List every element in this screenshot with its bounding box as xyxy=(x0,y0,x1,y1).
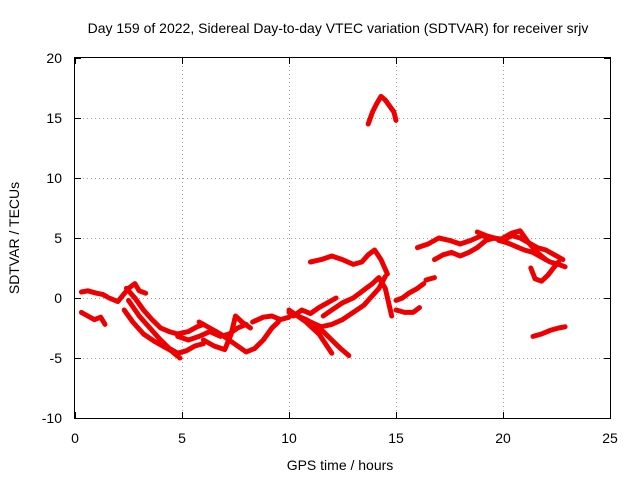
y-tick-label: 5 xyxy=(54,230,62,246)
series-arc-2 xyxy=(78,309,108,327)
chart-title: Day 159 of 2022, Sidereal Day-to-day VTE… xyxy=(88,20,589,36)
series-arc-13 xyxy=(290,295,339,319)
series-arc-10 xyxy=(250,313,292,325)
series-arc-17 xyxy=(365,93,399,127)
series-arc-22 xyxy=(432,235,497,263)
series-arc-15 xyxy=(320,275,395,319)
series-arc-27 xyxy=(530,324,568,339)
plot-frame xyxy=(74,57,611,419)
series-arc-6 xyxy=(121,307,183,361)
grid-lines xyxy=(75,58,610,418)
x-tick-label: 20 xyxy=(495,430,511,446)
x-tick-label: 15 xyxy=(388,430,404,446)
x-tick-label: 5 xyxy=(178,430,186,446)
series-arc-3 xyxy=(106,281,149,305)
series-arc-9 xyxy=(200,313,253,353)
series-arc-16 xyxy=(307,247,390,277)
series-arc-25 xyxy=(500,228,549,263)
series-arc-14 xyxy=(307,273,388,330)
y-tick-label: -5 xyxy=(50,350,63,366)
y-tick-label: 15 xyxy=(46,110,62,126)
x-tick-label: 25 xyxy=(602,430,618,446)
series-arc-18 xyxy=(393,281,427,303)
series-arc-8 xyxy=(196,319,281,355)
x-tick-label: 0 xyxy=(71,430,79,446)
series-arc-4 xyxy=(123,285,206,337)
y-tick-label: 20 xyxy=(46,50,62,66)
series-arc-26 xyxy=(528,259,562,284)
y-tick-label: 0 xyxy=(54,290,62,306)
series-arc-20 xyxy=(423,275,437,283)
data-series xyxy=(78,93,568,361)
y-axis-label: SDTVAR / TECUs xyxy=(6,182,22,294)
x-tick-labels: 0 5 10 15 20 25 xyxy=(71,430,618,446)
axis-ticks xyxy=(75,58,611,419)
x-tick-label: 10 xyxy=(281,430,297,446)
x-axis-label: GPS time / hours xyxy=(287,457,394,473)
series-arc-23 xyxy=(474,229,566,263)
series-arc-19 xyxy=(393,305,422,315)
y-tick-label: -10 xyxy=(42,410,62,426)
y-tick-labels: -10 -5 0 5 10 15 20 xyxy=(42,50,62,426)
y-tick-label: 10 xyxy=(46,170,62,186)
series-arc-1 xyxy=(78,288,110,300)
series-arc-7 xyxy=(175,321,249,343)
